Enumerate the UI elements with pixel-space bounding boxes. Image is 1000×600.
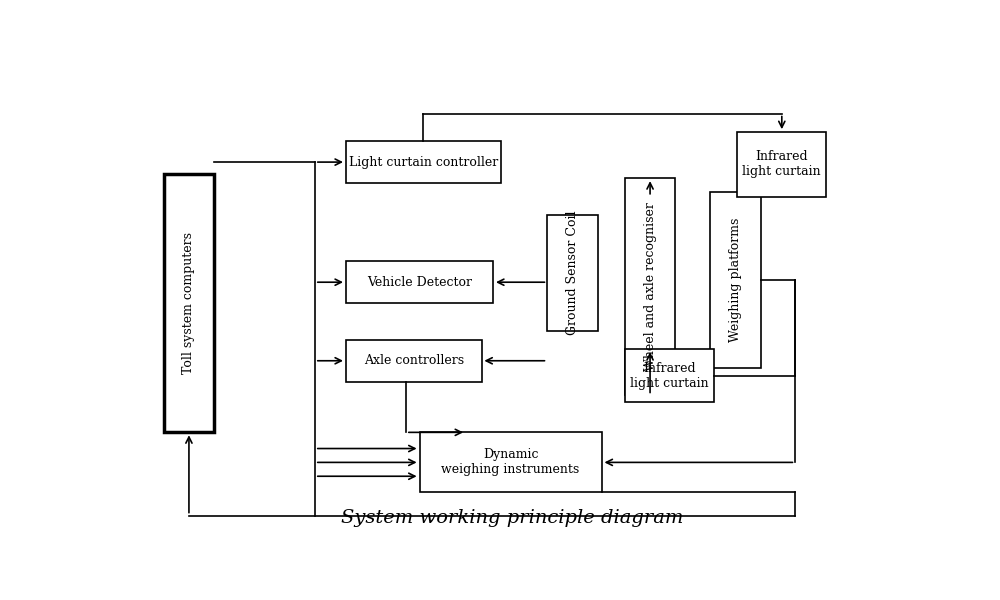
- FancyBboxPatch shape: [625, 349, 714, 403]
- Text: Ground Sensor Coil: Ground Sensor Coil: [566, 211, 579, 335]
- Text: Dynamic
weighing instruments: Dynamic weighing instruments: [441, 448, 580, 476]
- FancyBboxPatch shape: [346, 262, 493, 303]
- Text: Light curtain controller: Light curtain controller: [349, 155, 498, 169]
- Text: Infrared
light curtain: Infrared light curtain: [742, 151, 821, 178]
- Text: System working principle diagram: System working principle diagram: [341, 509, 684, 527]
- Text: Wheel and axle recogniser: Wheel and axle recogniser: [644, 202, 657, 371]
- FancyBboxPatch shape: [625, 178, 675, 395]
- Text: Weighing platforms: Weighing platforms: [729, 218, 742, 342]
- FancyBboxPatch shape: [420, 433, 602, 493]
- FancyBboxPatch shape: [164, 173, 214, 433]
- Text: Vehicle Detector: Vehicle Detector: [367, 276, 472, 289]
- FancyBboxPatch shape: [346, 340, 482, 382]
- FancyBboxPatch shape: [346, 141, 501, 183]
- Text: Infrared
light curtain: Infrared light curtain: [630, 362, 709, 390]
- FancyBboxPatch shape: [547, 215, 598, 331]
- FancyBboxPatch shape: [710, 192, 761, 368]
- FancyBboxPatch shape: [737, 132, 826, 197]
- Text: Axle controllers: Axle controllers: [364, 354, 464, 367]
- Text: Toll system computers: Toll system computers: [182, 232, 195, 374]
